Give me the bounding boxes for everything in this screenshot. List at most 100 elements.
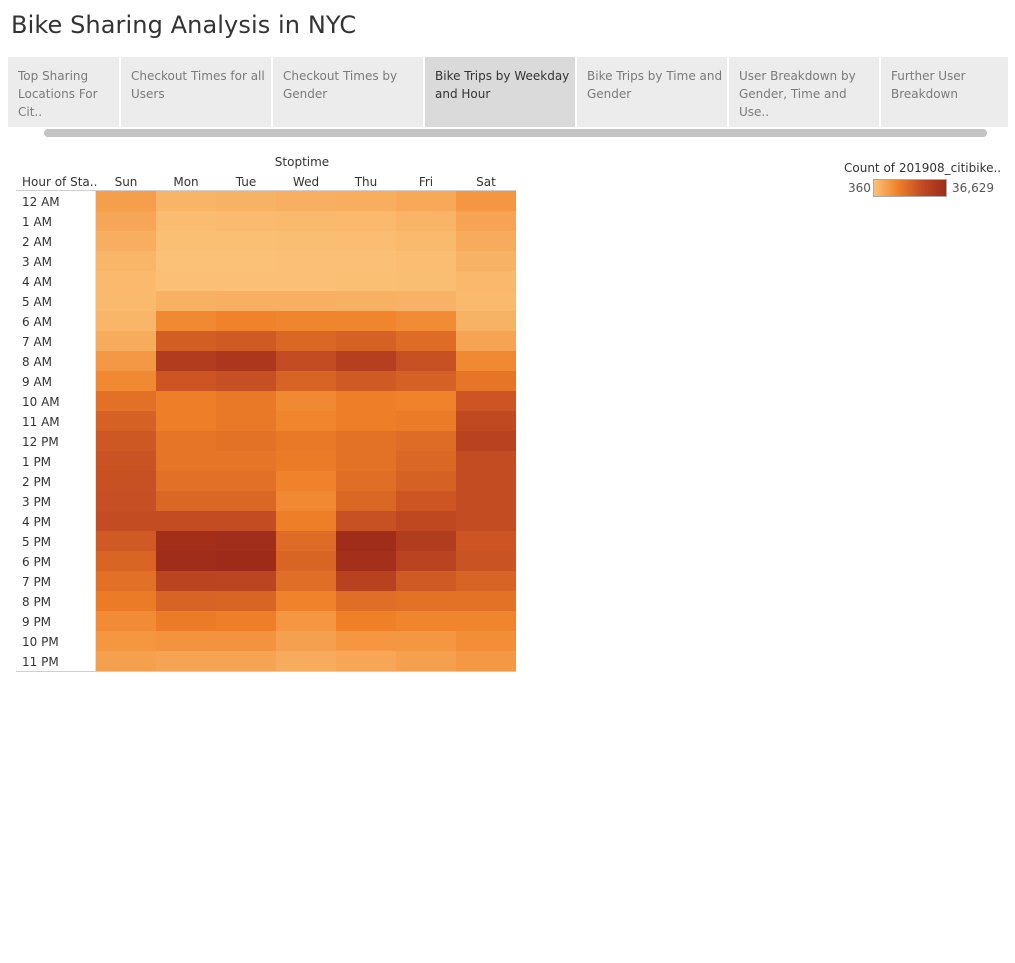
heatmap-cell (96, 191, 156, 211)
heatmap-cell (96, 331, 156, 351)
tab-label: Top Sharing Locations For Cit.. (18, 69, 98, 119)
column-label-thu: Thu (354, 175, 378, 189)
row-label: 12 AM (22, 195, 60, 209)
heatmap-cell (456, 531, 516, 551)
heatmap-cell (396, 651, 456, 671)
tab-checkout-times-all-users[interactable]: Checkout Times for all Users (121, 57, 271, 127)
heatmap-cell (336, 231, 396, 251)
heatmap-cell (216, 431, 276, 451)
heatmap-cell (276, 351, 336, 371)
heatmap-cell (216, 211, 276, 231)
heatmap-cell (156, 531, 216, 551)
heatmap-cell (396, 611, 456, 631)
heatmap-cell (336, 551, 396, 571)
heatmap-cell (216, 351, 276, 371)
tab-checkout-times-by-gender[interactable]: Checkout Times by Gender (273, 57, 423, 127)
heatmap-cell (336, 631, 396, 651)
heatmap-cell (396, 211, 456, 231)
heatmap-cell (156, 391, 216, 411)
heatmap-cell (396, 371, 456, 391)
tab-label: Further User Breakdown (891, 69, 966, 101)
heatmap-cell (276, 371, 336, 391)
tab-bike-trips-weekday-hour[interactable]: Bike Trips by Weekday and Hour (425, 57, 575, 127)
heatmap-cell (156, 511, 216, 531)
heatmap-cell (396, 451, 456, 471)
tab-top-sharing-locations[interactable]: Top Sharing Locations For Cit.. (8, 57, 119, 127)
heatmap-cell (96, 471, 156, 491)
heatmap-cell (96, 251, 156, 271)
heatmap-cell (156, 491, 216, 511)
heatmap-cell (96, 411, 156, 431)
heatmap-cell (276, 271, 336, 291)
column-header-title: Stoptime (275, 155, 329, 169)
row-label: 5 AM (22, 295, 52, 309)
heatmap-cell (276, 531, 336, 551)
heatmap-cell (336, 451, 396, 471)
heatmap-cell (216, 511, 276, 531)
row-label: 11 PM (22, 655, 59, 669)
heatmap-cell (456, 391, 516, 411)
heatmap-cell (216, 331, 276, 351)
tab-bike-trips-time-gender[interactable]: Bike Trips by Time and Gender (577, 57, 727, 127)
tab-user-breakdown[interactable]: User Breakdown by Gender, Time and Use.. (729, 57, 879, 127)
heatmap-cell (216, 231, 276, 251)
heatmap-cell (456, 491, 516, 511)
heatmap-cell (336, 471, 396, 491)
column-label-sat: Sat (476, 175, 496, 189)
heatmap-cell (156, 471, 216, 491)
row-label: 7 PM (22, 575, 51, 589)
row-header-title: Hour of Sta.. (22, 175, 97, 189)
row-label: 1 PM (22, 455, 51, 469)
heatmap-cell (396, 411, 456, 431)
heatmap-cell (456, 451, 516, 471)
heatmap-cell (216, 451, 276, 471)
tab-bar: Top Sharing Locations For Cit.. Checkout… (8, 57, 1008, 127)
heatmap-cell (216, 531, 276, 551)
heatmap-cell (336, 431, 396, 451)
tab-label: Checkout Times by Gender (283, 69, 398, 101)
heatmap-cell (156, 591, 216, 611)
heatmap-cell (276, 591, 336, 611)
row-label: 2 AM (22, 235, 52, 249)
heatmap-cell (456, 291, 516, 311)
heatmap-cell (96, 311, 156, 331)
heatmap-cell (276, 651, 336, 671)
heatmap-cell (276, 211, 336, 231)
heatmap-cell (96, 551, 156, 571)
column-label-wed: Wed (293, 175, 319, 189)
heatmap-cell (96, 431, 156, 451)
heatmap-cell (396, 591, 456, 611)
heatmap-cell (96, 651, 156, 671)
heatmap-cell (456, 551, 516, 571)
heatmap-cell (336, 391, 396, 411)
heatmap-cell (96, 231, 156, 251)
row-label: 8 PM (22, 595, 51, 609)
heatmap-cell (396, 491, 456, 511)
heatmap-cell (156, 411, 216, 431)
row-label: 8 AM (22, 355, 52, 369)
heatmap-cell (276, 291, 336, 311)
heatmap-cell (156, 311, 216, 331)
tab-further-user-breakdown[interactable]: Further User Breakdown (881, 57, 1008, 127)
tab-scrollbar[interactable] (44, 129, 987, 137)
heatmap-cell (276, 631, 336, 651)
legend-max-label: 36,629 (952, 181, 994, 195)
heatmap-cell (456, 351, 516, 371)
tab-label: User Breakdown by Gender, Time and Use.. (739, 69, 856, 119)
heatmap-cell (96, 391, 156, 411)
heatmap-cell (336, 651, 396, 671)
row-label: 5 PM (22, 535, 51, 549)
heatmap-cell (156, 631, 216, 651)
row-label: 10 AM (22, 395, 60, 409)
heatmap-cell (276, 431, 336, 451)
heatmap-cell (276, 571, 336, 591)
heatmap-cell (336, 591, 396, 611)
heatmap-cell (336, 611, 396, 631)
heatmap-cell (396, 291, 456, 311)
heatmap-cell (336, 331, 396, 351)
heatmap-cell (156, 271, 216, 291)
row-label: 12 PM (22, 435, 59, 449)
heatmap-cell (336, 371, 396, 391)
heatmap-cell (156, 191, 216, 211)
heatmap-cell (156, 431, 216, 451)
